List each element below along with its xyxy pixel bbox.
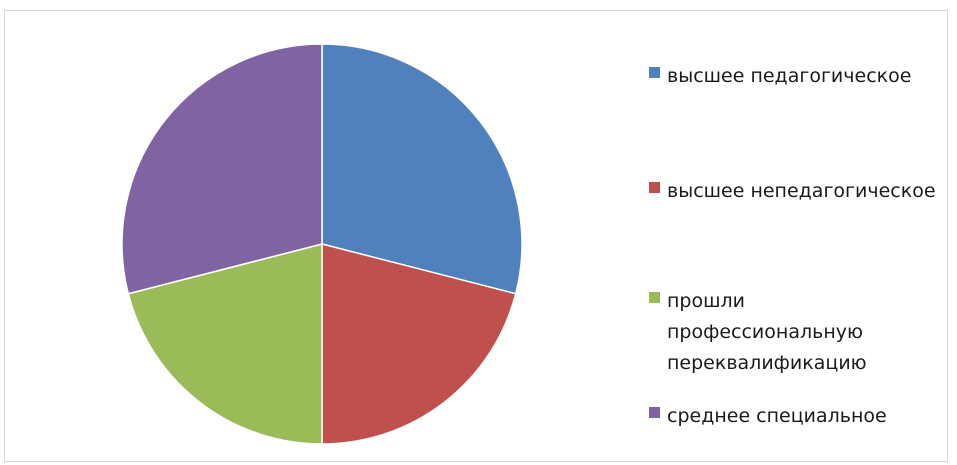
pie-chart bbox=[121, 43, 523, 445]
legend-label: среднее специальное bbox=[667, 405, 887, 427]
legend-label: высшее педагогическое bbox=[667, 65, 912, 87]
chart-area: высшее педагогическое высшее непедагогич… bbox=[4, 10, 948, 462]
pie-slice-1 bbox=[321, 43, 523, 295]
pie-slice-4 bbox=[121, 43, 323, 295]
legend-swatch bbox=[649, 292, 660, 303]
legend-swatch bbox=[649, 182, 660, 193]
legend-swatch bbox=[649, 407, 660, 418]
legend-swatch bbox=[649, 67, 660, 78]
pie-slice-3 bbox=[127, 243, 323, 445]
pie-slice-2 bbox=[321, 243, 517, 445]
legend-label: прошли профессиональную переквалификацию bbox=[667, 290, 867, 374]
pie-slices bbox=[121, 43, 523, 445]
legend-label: высшее непедагогическое bbox=[667, 180, 936, 202]
